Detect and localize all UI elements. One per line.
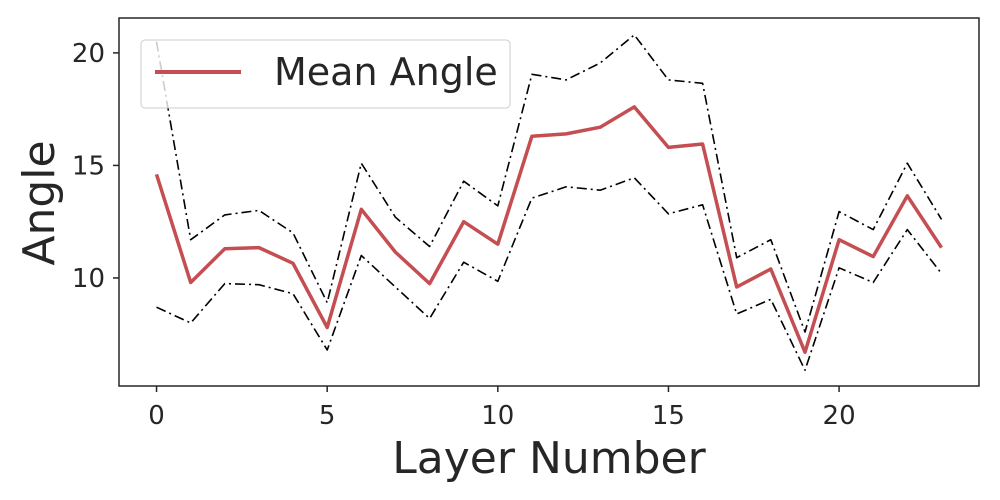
x-tick-label: 15 <box>652 401 685 431</box>
x-tick-label: 20 <box>823 401 856 431</box>
legend-label-mean-angle: Mean Angle <box>274 50 498 94</box>
x-tick-label: 5 <box>319 401 336 431</box>
series-layer <box>154 34 943 372</box>
x-axis-label: Layer Number <box>392 433 706 484</box>
y-tick-label: 20 <box>72 39 105 69</box>
x-tick-label: 0 <box>148 401 165 431</box>
x-axis-ticks: 0 5 10 15 20 <box>148 386 856 431</box>
y-tick-label: 15 <box>72 151 105 181</box>
legend-box <box>140 39 511 109</box>
series-line-mean-angle <box>154 105 943 354</box>
legend: Mean Angle <box>140 39 511 109</box>
y-axis-label: Angle <box>14 140 65 265</box>
y-tick-label: 10 <box>72 264 105 294</box>
y-axis-ticks: 10 15 20 <box>72 39 119 294</box>
x-tick-label: 10 <box>481 401 514 431</box>
series-line-upper-bound <box>155 34 943 333</box>
